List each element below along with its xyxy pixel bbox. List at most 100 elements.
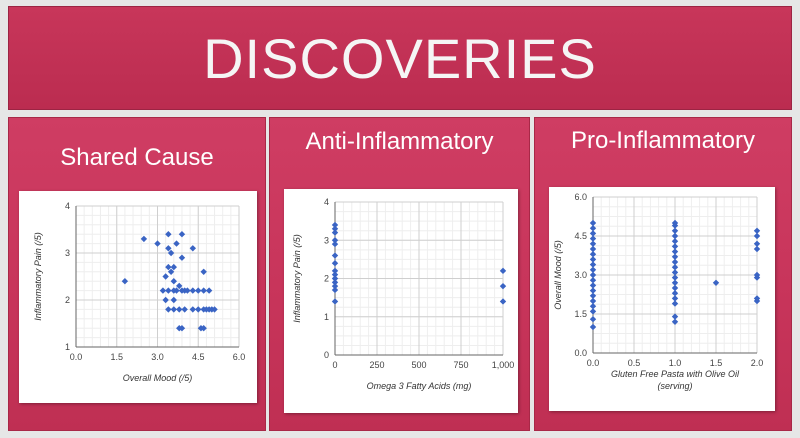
data-point [331, 260, 339, 267]
chart-card: 0.0 1.5 3.0 4.5 6.0 1 2 3 4 Overall Mood (/5) Infl… [19, 191, 257, 403]
x-axis-label-unit: (serving) [657, 381, 692, 391]
data-point [589, 316, 597, 323]
data-point [753, 227, 761, 234]
page-title: DISCOVERIES [203, 26, 597, 90]
y-axis-label: Inflammatory Pain (/5) [292, 234, 302, 323]
x-axis-label: Overall Mood (/5) [123, 373, 193, 383]
data-point [589, 323, 597, 331]
y-axis-label: Inflammatory Pain (/5) [33, 232, 43, 321]
data-point [165, 287, 172, 294]
data-point [165, 306, 172, 313]
data-point [671, 318, 679, 325]
data-point [499, 267, 507, 275]
x-tick-label: 500 [411, 360, 426, 370]
data-point [184, 287, 191, 294]
data-point [170, 278, 177, 285]
data-point [195, 287, 202, 294]
data-point [671, 269, 679, 276]
y-tick-label: 1.5 [574, 309, 587, 319]
y-tick-label: 4 [324, 197, 329, 207]
y-tick-label: 3 [324, 235, 329, 245]
data-point [589, 240, 597, 247]
data-point [173, 287, 180, 294]
x-tick-label: 1.5 [110, 352, 123, 362]
y-tick-label: 4 [65, 201, 70, 211]
data-point [331, 298, 339, 305]
chart-card: 0.0 0.5 1.0 1.5 2.0 0.0 1.5 3.0 4.5 6.0 Gluten Fre… [549, 187, 775, 411]
data-point [671, 284, 679, 292]
data-point [589, 277, 597, 284]
data-point [331, 286, 339, 294]
data-point [176, 306, 183, 313]
data-point [671, 295, 679, 302]
data-point [589, 230, 597, 237]
data-point [589, 271, 597, 279]
panel-anti-inflammatory: Anti-Inflammatory 0 250 500 750 1,000 0 1 2 3 4 Om… [269, 117, 530, 431]
data-point [671, 219, 679, 227]
data-point [753, 295, 761, 302]
panel-title: Pro-Inflammatory [570, 127, 756, 154]
data-point [589, 219, 597, 227]
x-axis-label: Omega 3 Fatty Acids (mg) [367, 381, 472, 391]
data-point [671, 300, 679, 307]
x-tick-label: 6.0 [233, 352, 246, 362]
data-point [189, 287, 197, 294]
x-tick-label: 3.0 [151, 352, 164, 362]
panel-title: Anti-Inflammatory [305, 128, 494, 155]
data-point [671, 232, 679, 240]
x-tick-label: 1.5 [710, 358, 723, 368]
data-point [331, 237, 339, 244]
data-point [189, 245, 197, 252]
x-axis-label: Gluten Free Pasta with Olive Oil [611, 369, 740, 379]
data-point [167, 249, 175, 257]
data-point [753, 245, 761, 253]
data-point [178, 231, 186, 238]
scatter-chart-omega3-vs-pain: 0 250 500 750 1,000 0 1 2 3 4 Omega 3 Fatty Acids … [292, 197, 514, 391]
y-tick-label: 0.0 [574, 348, 587, 358]
chart-card: 0 250 500 750 1,000 0 1 2 3 4 Omega 3 Fatty Acids … [284, 189, 518, 413]
data-point [200, 325, 207, 332]
x-tick-label: 0.0 [70, 352, 83, 362]
data-point [154, 240, 161, 247]
data-point [671, 258, 679, 266]
data-point [211, 306, 218, 313]
data-point [589, 235, 597, 242]
x-tick-label: 0.5 [628, 358, 641, 368]
data-point [181, 306, 188, 313]
data-point [589, 225, 597, 232]
data-point [331, 225, 339, 232]
data-point [331, 267, 339, 275]
data-point [165, 263, 172, 271]
data-point [331, 252, 339, 259]
data-point [499, 282, 507, 290]
data-point [671, 264, 679, 271]
data-point [331, 221, 339, 229]
data-point [178, 325, 186, 332]
data-point [178, 254, 186, 261]
scatter-chart-pasta-vs-mood: 0.0 0.5 1.0 1.5 2.0 0.0 1.5 3.0 4.5 6.0 Gluten Fre… [553, 192, 763, 391]
data-point [589, 251, 597, 258]
scatter-chart-mood-vs-pain: 0.0 1.5 3.0 4.5 6.0 1 2 3 4 Overall Mood (/5) Infl… [33, 201, 246, 383]
data-point [331, 229, 339, 236]
data-point [589, 245, 597, 253]
y-tick-label: 3 [65, 248, 70, 258]
data-point [176, 282, 183, 290]
data-point [170, 306, 177, 313]
data-point [589, 308, 597, 315]
data-point [589, 261, 597, 268]
data-point [121, 278, 129, 285]
data-point [753, 271, 761, 279]
data-point [173, 240, 180, 247]
y-tick-label: 2 [324, 274, 329, 284]
data-point [200, 287, 207, 294]
panel-title: Shared Cause [60, 144, 214, 171]
data-point [170, 296, 177, 304]
y-tick-label: 1 [65, 342, 70, 352]
data-point [589, 266, 597, 273]
data-point [331, 275, 339, 282]
data-point [140, 235, 148, 243]
y-tick-label: 6.0 [574, 192, 587, 202]
data-point [331, 271, 339, 278]
y-tick-label: 1 [324, 312, 329, 322]
data-point [671, 238, 679, 245]
